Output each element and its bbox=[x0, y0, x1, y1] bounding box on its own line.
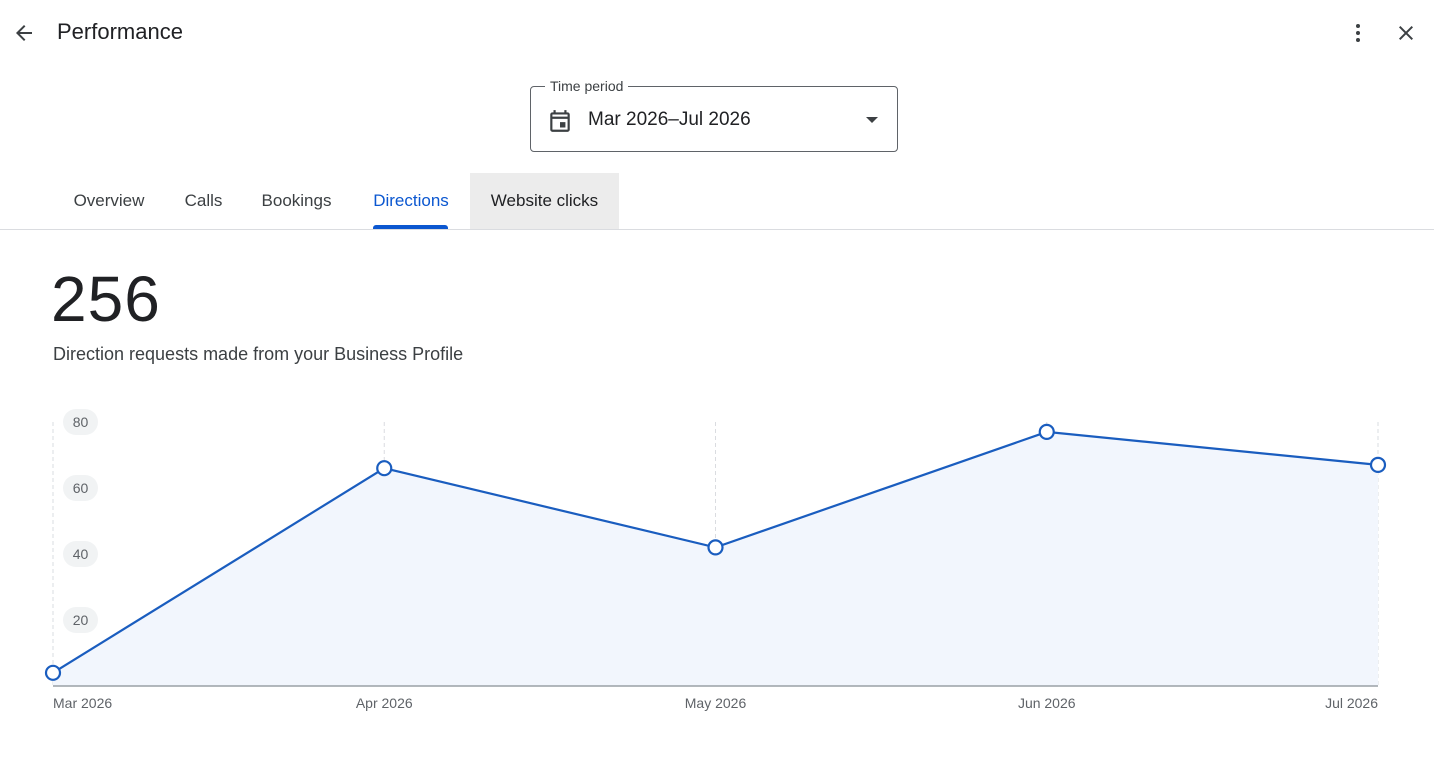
data-point bbox=[1038, 423, 1055, 441]
tab-bookings[interactable]: Bookings bbox=[261, 191, 332, 210]
y-tick-pill bbox=[63, 409, 98, 435]
x-tick-label: Mar 2026 bbox=[53, 695, 112, 711]
x-tick-label: May 2026 bbox=[685, 695, 747, 711]
tab-website-clicks[interactable]: Website clicks bbox=[470, 173, 619, 229]
total-value: 256 bbox=[51, 263, 161, 335]
active-tab-indicator bbox=[373, 225, 448, 229]
more-vert-icon bbox=[1356, 24, 1360, 42]
time-period-label: Time period bbox=[545, 77, 629, 95]
close-button[interactable] bbox=[1390, 17, 1422, 49]
top-bar: Performance bbox=[0, 0, 1434, 66]
more-options-button[interactable] bbox=[1342, 17, 1374, 49]
directions-area-chart: 20 40 60 80 Mar 2026 Apr 2026 May 2026 Jun 2026… bbox=[44, 409, 1387, 711]
y-tick-pill bbox=[63, 607, 98, 633]
area-fill bbox=[53, 431, 1378, 686]
y-tick-label: 40 bbox=[73, 546, 89, 562]
dropdown-arrow-icon bbox=[866, 117, 878, 123]
tab-overview[interactable]: Overview bbox=[73, 191, 145, 210]
data-point bbox=[376, 460, 393, 477]
page-title: Performance bbox=[57, 19, 183, 44]
close-icon bbox=[1399, 26, 1413, 40]
y-tick-label: 60 bbox=[73, 480, 89, 496]
y-tick-label: 80 bbox=[73, 414, 89, 430]
tab-directions[interactable]: Directions bbox=[373, 191, 449, 210]
time-period-select[interactable]: Time period Mar 2026–Jul 2026 bbox=[530, 77, 898, 152]
x-tick-label: Apr 2026 bbox=[356, 695, 413, 711]
y-tick-pill bbox=[63, 475, 98, 501]
data-point bbox=[707, 539, 724, 556]
arrow-back-icon bbox=[16, 25, 32, 41]
data-point bbox=[44, 664, 62, 681]
x-tick-label: Jun 2026 bbox=[1018, 695, 1076, 711]
y-tick-pill bbox=[63, 541, 98, 567]
calendar-icon bbox=[550, 110, 570, 132]
back-button[interactable] bbox=[8, 17, 40, 49]
tab-calls[interactable]: Calls bbox=[184, 191, 223, 210]
metric-description: Direction requests made from your Busine… bbox=[53, 344, 464, 364]
x-tick-label: Jul 2026 bbox=[1325, 695, 1378, 711]
tab-bar: Overview Calls Bookings Directions Websi… bbox=[0, 173, 1434, 230]
data-point bbox=[1369, 456, 1387, 474]
time-period-value: Mar 2026–Jul 2026 bbox=[588, 109, 751, 130]
y-tick-label: 20 bbox=[73, 612, 89, 628]
